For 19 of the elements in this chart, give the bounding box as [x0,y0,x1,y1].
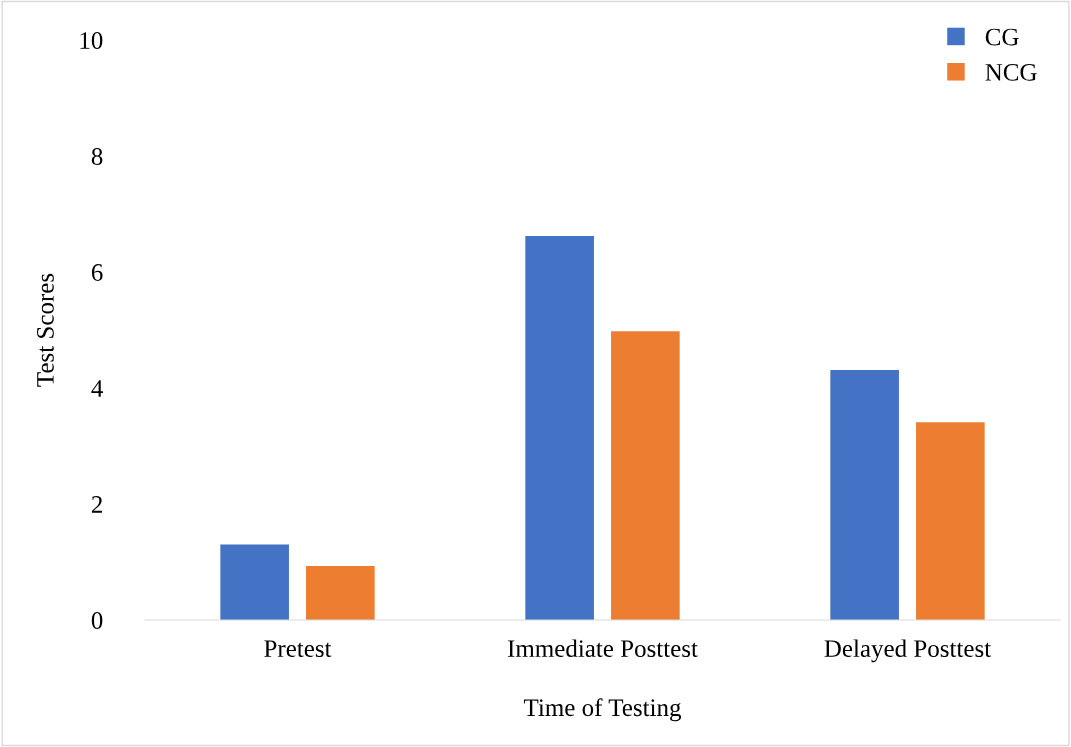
bar [916,422,985,620]
bar [830,370,899,620]
bar [220,544,289,620]
x-tick-label: Pretest [264,640,332,658]
x-tick-label: Immediate Posttest [507,639,698,658]
x-tick-label: Delayed Posttest [824,639,992,663]
legend-label: NCG [985,63,1037,81]
y-axis-title: Test Scores [37,273,54,387]
y-tick-label: 10 [80,32,103,49]
bar [306,566,375,620]
y-tick-label: 0 [91,612,103,629]
y-tick-label: 2 [91,496,102,513]
bar [611,331,680,620]
legend-label: CG [985,28,1019,46]
y-tick-label: 4 [91,380,103,397]
bar [525,236,594,620]
x-axis-title: Time of Testing [523,698,682,722]
y-tick-label: 6 [91,264,103,281]
y-tick-label: 8 [91,148,103,165]
